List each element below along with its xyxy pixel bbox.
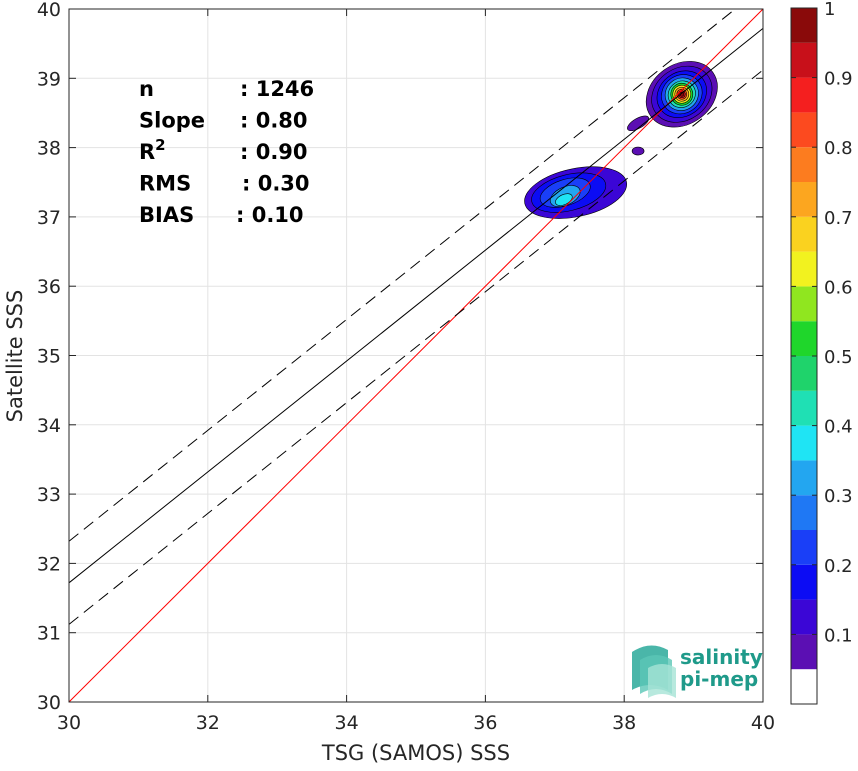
y-tick-label: 36 <box>37 276 61 298</box>
stat-key: BIAS <box>139 203 194 227</box>
colorbar-level <box>791 321 817 356</box>
colorbar-level <box>791 564 817 600</box>
colorbar-tick-label: 0.1 <box>824 625 853 646</box>
stat-value: : 0.30 <box>242 172 310 196</box>
colorbar-tick-label: 0.8 <box>824 138 853 159</box>
stat-value: : 0.80 <box>240 109 308 133</box>
fit-lines <box>69 9 763 702</box>
y-tick-label: 40 <box>37 0 61 21</box>
density-contour-outlier <box>627 115 650 132</box>
regression-line <box>69 28 763 584</box>
colorbar-level <box>791 634 817 670</box>
x-tick-label: 34 <box>335 712 359 734</box>
colorbar-level <box>791 112 817 148</box>
colorbar-level <box>791 251 817 287</box>
colorbar-level <box>791 182 817 217</box>
grid-lines <box>68 8 764 703</box>
x-tick-label: 40 <box>751 712 775 734</box>
x-tick-label: 30 <box>57 712 81 734</box>
colorbar-tick-label: 1 <box>824 0 835 20</box>
y-axis-label: Satellite SSS <box>3 290 27 423</box>
x-axis-label: TSG (SAMOS) SSS <box>321 741 510 765</box>
logo-text-pi-mep: pi-mep <box>680 667 758 691</box>
stat-value: : 1246 <box>240 77 314 101</box>
y-tick-label: 34 <box>37 415 61 437</box>
colorbar-level <box>791 530 817 565</box>
x-tick-label: 32 <box>196 712 220 734</box>
y-tick-label: 39 <box>37 68 61 90</box>
density-contour-outlier <box>631 146 645 156</box>
colorbar-level <box>791 8 817 43</box>
density-contour-low-cluster <box>555 193 573 206</box>
regression-plus-rms-line <box>69 9 737 542</box>
colorbar-level <box>791 669 817 704</box>
colorbar-tick-label: 0.3 <box>824 486 853 507</box>
x-axis-ticks: 30 32 34 36 38 40 <box>57 9 775 734</box>
colorbar-level <box>791 495 817 530</box>
logo-text-salinity: salinity <box>680 645 763 669</box>
colorbar-level <box>791 147 817 182</box>
colorbar-level <box>791 390 817 426</box>
stat-key: RMS <box>139 172 191 196</box>
colorbar-level <box>791 216 817 252</box>
colorbar-tick-label: 0.6 <box>824 277 853 298</box>
regression-minus-rms-line <box>69 69 763 625</box>
logo-waves-icon <box>632 645 676 698</box>
y-tick-label: 33 <box>37 484 61 506</box>
colorbar-level <box>791 425 817 461</box>
colorbar-level <box>791 42 817 78</box>
y-tick-label: 38 <box>37 138 61 160</box>
x-tick-label: 38 <box>612 712 636 734</box>
colorbar-level <box>791 599 817 635</box>
x-tick-label: 36 <box>473 712 497 734</box>
colorbar-level <box>791 286 817 322</box>
one-to-one-line <box>69 9 763 702</box>
colorbar-tick-label: 0.7 <box>824 208 853 229</box>
colorbar-level <box>791 356 817 391</box>
density-contour-high-cluster <box>679 91 685 97</box>
salinity-pi-mep-logo: salinity pi-mep <box>632 645 763 698</box>
y-tick-label: 35 <box>37 346 61 368</box>
colorbar-level <box>791 460 817 496</box>
colorbar-tick-label: 0.2 <box>824 556 853 577</box>
stat-key: n <box>139 77 154 101</box>
colorbar-tick-label: 0.4 <box>824 417 853 438</box>
stat-key: Slope <box>139 109 205 133</box>
y-tick-label: 37 <box>37 207 61 229</box>
stat-superscript: 2 <box>155 136 165 154</box>
colorbar: 0.1 0.2 0.3 0.4 0.5 0.6 0.7 0.8 0.9 1 <box>790 0 853 705</box>
y-axis-ticks: 30 31 32 33 34 35 36 37 38 39 40 <box>37 0 763 714</box>
y-tick-label: 31 <box>37 623 61 645</box>
y-tick-label: 30 <box>37 692 61 714</box>
colorbar-level <box>791 77 817 113</box>
y-tick-label: 32 <box>37 553 61 575</box>
stat-value: : 0.10 <box>236 203 304 227</box>
stat-value: : 0.90 <box>240 140 308 164</box>
colorbar-tick-label: 0.5 <box>824 347 853 368</box>
colorbar-tick-label: 0.9 <box>824 69 853 90</box>
